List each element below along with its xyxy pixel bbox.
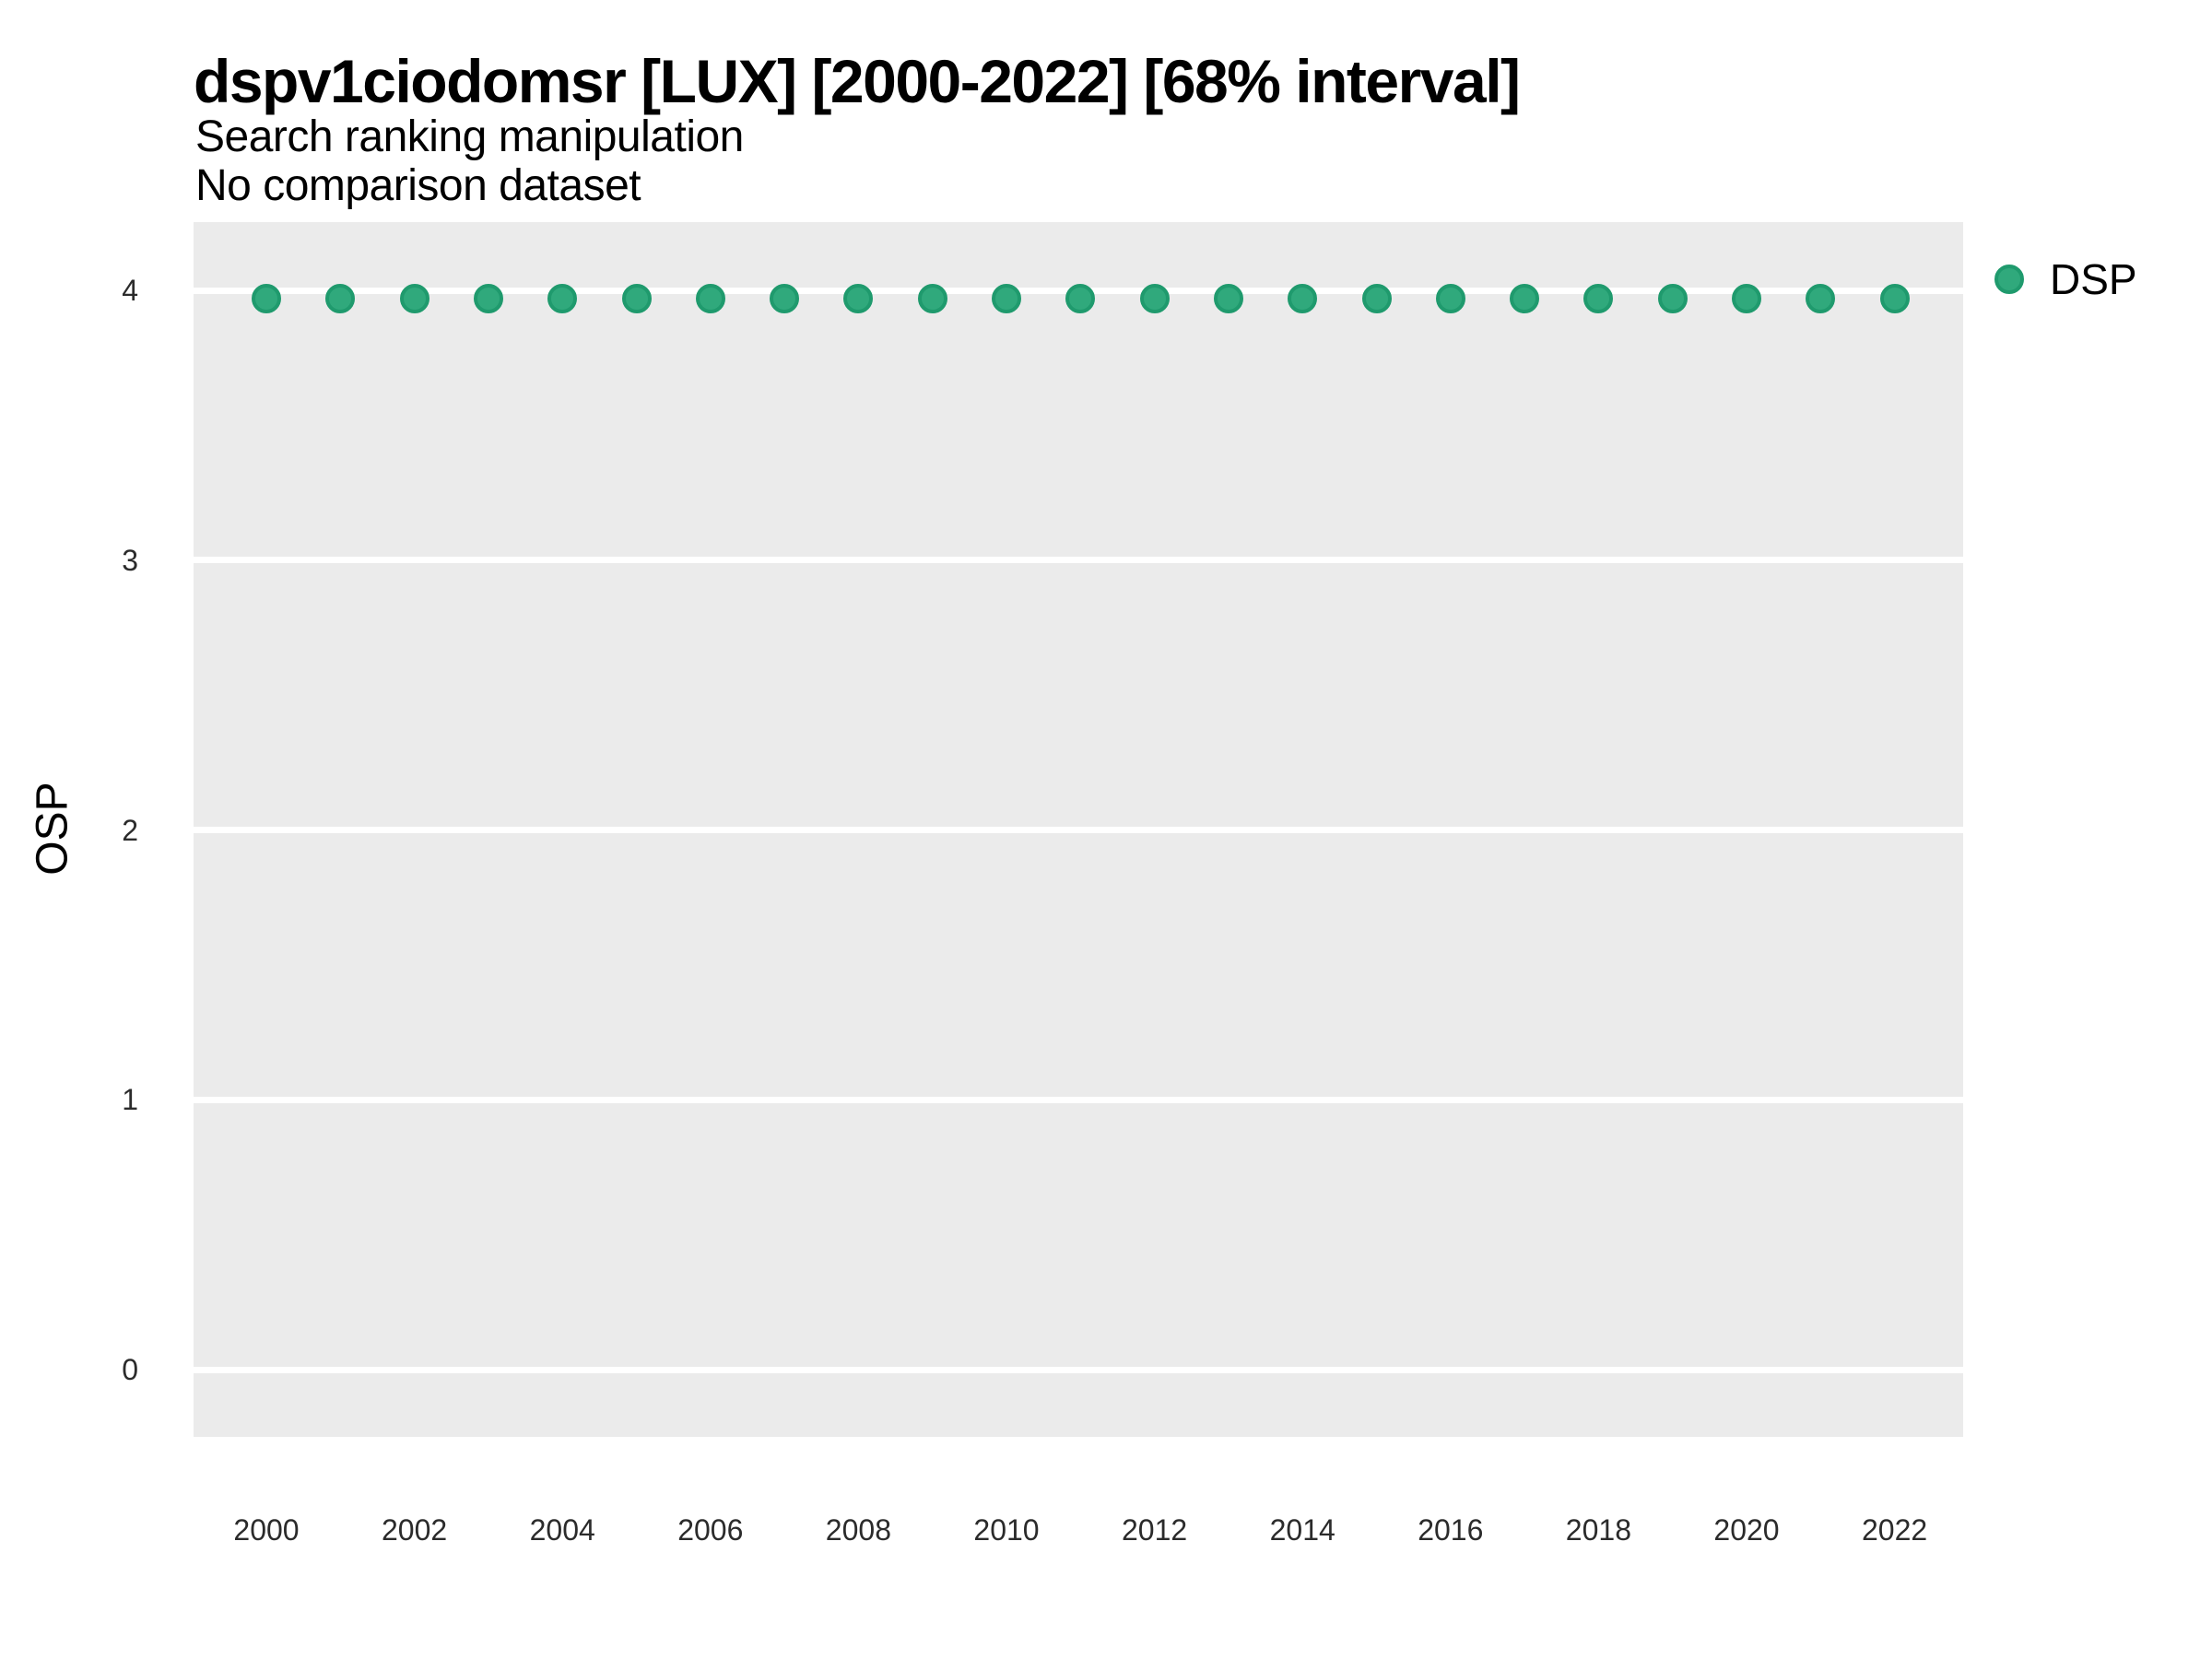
data-point-2001 [325,283,356,313]
y-tick-label-4: 4 [122,274,138,307]
data-point-2017 [1510,283,1540,313]
major-gridline-y-1 [194,1096,1963,1103]
data-point-2018 [1583,283,1614,313]
data-point-2007 [770,283,800,313]
x-tick-label-2016: 2016 [1418,1513,1484,1547]
data-point-2013 [1213,283,1243,313]
data-point-2008 [843,283,874,313]
x-tick-label-2022: 2022 [1862,1513,1928,1547]
x-tick-label-2002: 2002 [382,1513,448,1547]
x-tick-label-2010: 2010 [973,1513,1040,1547]
x-tick-label-2004: 2004 [529,1513,595,1547]
x-tick-label-2008: 2008 [825,1513,891,1547]
data-point-2000 [252,283,281,313]
y-tick-label-0: 0 [122,1353,138,1386]
x-tick-label-2020: 2020 [1713,1513,1780,1547]
legend-circle-point-icon [1994,265,2024,294]
plot-panel [194,222,1963,1437]
y-tick-label-2: 2 [122,813,138,847]
data-point-2009 [917,283,947,313]
data-point-2006 [695,283,725,313]
x-tick-label-2000: 2000 [233,1513,300,1547]
major-gridline-y-3 [194,557,1963,564]
data-point-2002 [399,283,429,313]
chart-title: dspv1ciodomsr [LUX] [2000-2022] [68% int… [194,47,1521,115]
data-point-2011 [1065,283,1096,313]
data-point-2015 [1361,283,1392,313]
x-tick-label-2018: 2018 [1565,1513,1631,1547]
data-point-2010 [992,283,1021,313]
data-point-2012 [1139,283,1170,313]
data-point-2014 [1288,283,1318,313]
data-point-2003 [473,283,503,313]
y-tick-label-3: 3 [122,543,138,577]
data-point-2016 [1435,283,1465,313]
legend: DSP [1994,254,2137,304]
legend-series-label: DSP [2050,255,2137,303]
data-point-2022 [1879,283,1910,313]
data-point-2019 [1657,283,1688,313]
major-gridline-y-0 [194,1366,1963,1373]
chart-subtitle-line1: Search ranking manipulation [195,112,744,161]
chart-subtitle-line2: No comparison dataset [195,161,641,210]
x-tick-label-2012: 2012 [1122,1513,1188,1547]
data-point-2005 [621,283,652,313]
y-tick-label-1: 1 [122,1083,138,1117]
major-gridline-y-2 [194,827,1963,833]
x-tick-label-2006: 2006 [677,1513,744,1547]
data-point-2020 [1732,283,1761,313]
x-tick-label-2014: 2014 [1269,1513,1335,1547]
data-point-2021 [1806,283,1836,313]
data-point-2004 [547,283,578,313]
